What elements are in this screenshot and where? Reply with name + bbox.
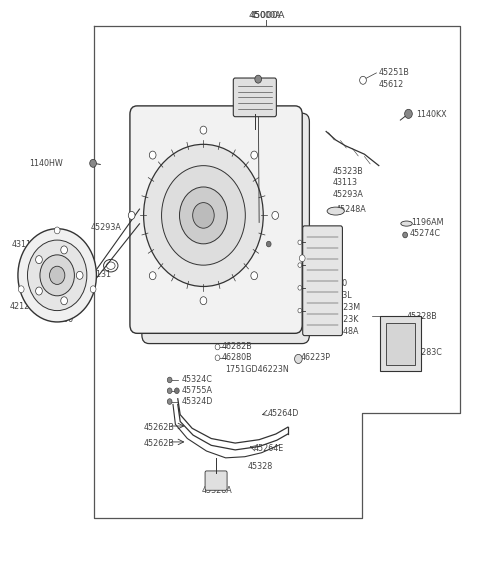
Text: 45264D: 45264D [268,409,299,418]
Text: 45328B: 45328B [407,312,437,321]
Circle shape [76,271,83,279]
Circle shape [49,266,65,284]
FancyBboxPatch shape [233,78,276,117]
Circle shape [251,272,258,280]
Text: 45000A: 45000A [248,11,285,20]
Text: 45283C: 45283C [411,348,442,357]
Bar [386,323,415,365]
Circle shape [167,377,172,383]
Text: 45100: 45100 [48,315,74,324]
Bar [380,316,421,372]
Text: 45612: 45612 [379,80,404,89]
Text: 45324D: 45324D [181,397,213,406]
Circle shape [300,255,305,262]
FancyBboxPatch shape [130,106,302,333]
FancyBboxPatch shape [303,226,342,336]
Circle shape [18,286,24,292]
Text: 46223L: 46223L [323,291,352,300]
FancyBboxPatch shape [142,113,310,344]
Circle shape [298,240,302,245]
Circle shape [40,255,74,296]
Circle shape [298,286,302,290]
Text: 1140HW: 1140HW [29,159,63,168]
Circle shape [251,151,258,159]
Text: 45755A: 45755A [271,238,302,247]
Circle shape [167,388,172,394]
Circle shape [18,229,96,322]
Circle shape [272,211,278,219]
Text: 45217A: 45217A [199,123,230,132]
Text: 45262B: 45262B [144,438,174,447]
Circle shape [162,166,245,265]
Circle shape [298,263,302,267]
Ellipse shape [401,221,412,226]
Circle shape [54,227,60,234]
Text: 46348A: 46348A [329,327,360,336]
Text: 45248A: 45248A [336,205,366,214]
Text: 45274C: 45274C [410,229,441,238]
Text: 45293A: 45293A [91,223,121,232]
Circle shape [144,144,263,287]
Text: 1196AM: 1196AM [411,218,444,227]
Circle shape [167,399,172,404]
Circle shape [295,355,302,364]
Circle shape [36,287,42,295]
Circle shape [149,272,156,280]
Text: 46223M: 46223M [329,303,361,312]
Circle shape [61,297,68,305]
Circle shape [200,126,207,134]
Text: 46131: 46131 [87,270,112,279]
Circle shape [192,202,214,228]
Text: 45000A: 45000A [251,11,282,20]
Circle shape [174,388,179,394]
Circle shape [36,255,42,263]
Text: 45323B: 45323B [333,167,364,176]
Text: 45324C: 45324C [181,376,213,384]
Circle shape [180,187,228,244]
Text: 45328: 45328 [248,462,273,471]
Text: 45264E: 45264E [253,444,284,453]
Text: 45251B: 45251B [379,68,409,78]
Text: 1140KX: 1140KX [416,110,447,119]
Text: 46223P: 46223P [300,353,330,362]
Circle shape [405,109,412,119]
Circle shape [266,241,271,247]
Circle shape [200,297,207,305]
Circle shape [215,344,220,350]
Circle shape [90,286,96,292]
Circle shape [360,76,366,84]
Circle shape [149,151,156,159]
Ellipse shape [327,207,344,215]
Text: 43113: 43113 [333,178,358,187]
Circle shape [128,211,135,219]
Circle shape [61,246,68,254]
Circle shape [255,75,262,83]
Text: 46210: 46210 [323,279,348,288]
Text: 45293A: 45293A [333,189,364,198]
Circle shape [90,160,96,168]
Circle shape [215,355,220,361]
Text: 43119: 43119 [11,239,36,249]
Circle shape [403,232,408,238]
Text: 45262B: 45262B [144,422,174,431]
Text: 46223K: 46223K [329,315,360,324]
Text: 1751GD46223N: 1751GD46223N [226,365,289,374]
Text: 46282B: 46282B [222,343,252,352]
Text: 42121B: 42121B [9,302,40,311]
Text: 45755A: 45755A [181,386,213,395]
Circle shape [27,240,87,311]
Circle shape [298,308,302,313]
FancyBboxPatch shape [205,471,227,490]
Text: 45328A: 45328A [202,486,232,495]
Text: 45756A: 45756A [305,253,336,262]
Text: 46280B: 46280B [222,353,252,363]
